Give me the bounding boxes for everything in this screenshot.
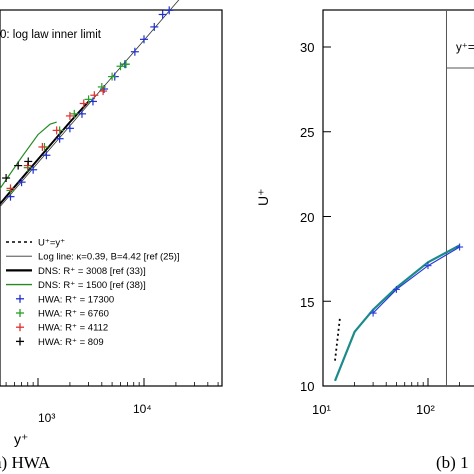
panel-a-series-hwa-r-17300-point (65, 124, 74, 133)
panel-a: 10³ 10⁴ y⁺ 0: log law inner limit U⁺=y⁺ L… (0, 0, 223, 472)
panel-b-ytick-1: 15 (300, 295, 314, 310)
panel-a-series-hwa-r-4112-point (90, 91, 99, 100)
panel-a-series-hwa-r-4112-point (52, 126, 61, 135)
panel-a-series-hwa-r-809-point (2, 174, 11, 183)
panel-b-ytick-4: 30 (300, 40, 314, 55)
panel-b-plot-frame (322, 9, 474, 387)
panel-a-legend-dns-r-3008-ref-33: DNS: R⁺ = 3008 [ref (33)] (6, 266, 146, 277)
panel-a-series-dns-r-1500-ref-38 (0, 121, 57, 190)
panel-b-ytick-3: 25 (300, 125, 314, 140)
panel-b-ylabel: U⁺ (255, 189, 271, 207)
panel-a-legend-log-line-0-39-b-4-42-ref-25-label: Log line: κ=0.39, B=4.42 [ref (25)] (38, 252, 180, 263)
panel-a-series-hwa-r-4112-point (65, 111, 74, 120)
panel-b: 30 25 20 15 10 10¹ 10² U⁺ y⁺= (b) 1 (255, 9, 474, 472)
panel-a-series-hwa-r-17300-point (42, 151, 51, 160)
panel-a-legend: U⁺=y⁺ Log line: κ=0.39, B=4.42 [ref (25)]… (6, 238, 180, 348)
panel-a-legend-dns-r-3008-ref-33-label: DNS: R⁺ = 3008 [ref (33)] (38, 266, 146, 277)
panel-a-series-hwa-r-6760-point (116, 62, 125, 71)
panel-a-legend-u-y-label: U⁺=y⁺ (38, 238, 65, 249)
panel-a-legend-hwa-r-6760-label: HWA: R⁺ = 6760 (38, 309, 109, 320)
panel-b-ytick-0: 10 (300, 379, 314, 394)
panel-a-series-hwa-r-4112-point (6, 184, 15, 193)
panel-b-series-hwa-point (392, 285, 400, 293)
panel-b-series-u-y (334, 318, 341, 361)
panel-a-legend-hwa-r-6760: HWA: R⁺ = 6760 (16, 309, 109, 320)
panel-a-series-hwa-r-4112-point (99, 87, 108, 96)
panel-a-legend-dns-r-1500-ref-38-label: DNS: R⁺ = 1500 [ref (38)] (38, 280, 146, 291)
panel-b-series-hwa-point (456, 243, 464, 251)
panel-a-legend-hwa-r-17300-label: HWA: R⁺ = 17300 (38, 294, 114, 305)
panel-a-series-hwa-r-4112-point (79, 99, 88, 108)
panel-a-series-hwa-r-809-point (24, 157, 33, 166)
panel-b-xtick-0: 10¹ (312, 402, 331, 417)
panel-a-series-hwa-r-17300-point (55, 134, 64, 143)
panel-b-xtick-1: 10² (416, 402, 435, 417)
panel-a-annotation: 0: log law inner limit (0, 29, 102, 41)
panel-a-series-hwa-r-17300-point (150, 22, 159, 31)
panel-a-series-hwa-r-17300-point (158, 10, 167, 19)
panel-a-series-hwa-r-4112-point (38, 142, 47, 151)
panel-a-ticks (5, 378, 219, 386)
panel-a-series-hwa-r-6760-point (84, 95, 93, 104)
panel-b-series-dns (333, 244, 461, 382)
panel-b-series-hwa-point (424, 262, 432, 270)
panel-b-series (333, 10, 474, 386)
panel-a-xlabel: y⁺ (14, 431, 28, 447)
panel-a-series-hwa-r-17300-point (88, 97, 97, 106)
panel-a-legend-hwa-r-4112: HWA: R⁺ = 4112 (16, 323, 108, 334)
panel-a-series-hwa-r-6760-point (108, 72, 117, 81)
panel-a-caption: a) HWA (0, 453, 51, 472)
panel-a-series-hwa-r-6760-point (121, 60, 130, 69)
panel-a-legend-hwa-r-809: HWA: R⁺ = 809 (16, 337, 104, 348)
panel-a-series-hwa-r-17300-point (29, 165, 38, 174)
panel-a-xtick-0: 10³ (38, 411, 55, 425)
panel-b-series-hwa-point (369, 309, 377, 317)
panel-a-series-hwa-r-17300-point (17, 178, 26, 187)
panel-a-series-hwa-r-809-point (14, 161, 23, 170)
panel-b-annotation: y⁺= (456, 42, 474, 54)
panel-a-series-hwa-r-6760-point (97, 82, 106, 91)
panel-b-ticks (322, 46, 461, 387)
panel-a-series (0, 0, 180, 208)
panel-a-series-dns-r-3008-ref-33 (0, 100, 90, 206)
panel-a-legend-hwa-r-809-label: HWA: R⁺ = 809 (38, 337, 104, 348)
panel-a-series-hwa-r-17300-point (77, 109, 86, 118)
panel-a-series-hwa-r-17300-point (165, 6, 174, 15)
panel-a-legend-dns-r-1500-ref-38: DNS: R⁺ = 1500 [ref (38)] (6, 280, 146, 291)
panel-b-ytick-2: 20 (300, 210, 314, 225)
panel-a-legend-hwa-r-17300: HWA: R⁺ = 17300 (16, 294, 114, 305)
panel-b-series-hwa (372, 246, 460, 314)
panel-a-legend-hwa-r-4112-label: HWA: R⁺ = 4112 (38, 323, 108, 334)
panel-b-caption: (b) 1 (436, 453, 469, 472)
panel-a-xtick-1: 10⁴ (133, 402, 152, 416)
panel-a-legend-u-y: U⁺=y⁺ (6, 238, 65, 249)
panel-a-series-hwa-r-17300-point (140, 35, 148, 44)
panel-a-plot-frame (0, 9, 223, 387)
panel-a-legend-log-line-0-39-b-4-42-ref-25: Log line: κ=0.39, B=4.42 [ref (25)] (6, 252, 180, 263)
panel-a-series-hwa-r-6760-point (70, 109, 79, 118)
panel-a-series-hwa-r-17300-point (130, 47, 139, 56)
